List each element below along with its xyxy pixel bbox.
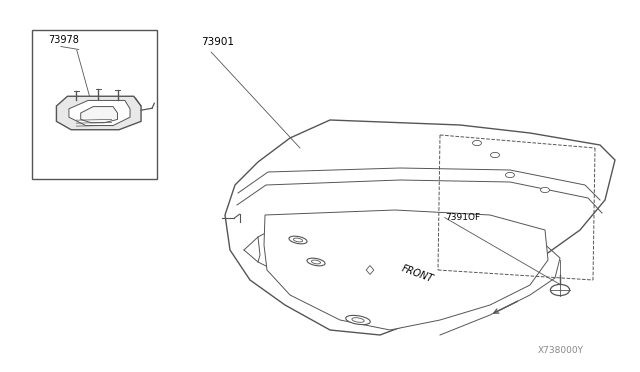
Circle shape xyxy=(506,172,515,177)
Polygon shape xyxy=(69,100,130,126)
Bar xyxy=(32,30,157,179)
Polygon shape xyxy=(81,106,118,123)
Polygon shape xyxy=(56,96,141,130)
Polygon shape xyxy=(366,266,374,275)
Circle shape xyxy=(541,187,550,193)
Circle shape xyxy=(550,285,570,296)
Text: FRONT: FRONT xyxy=(400,264,435,285)
Text: X738000Y: X738000Y xyxy=(538,346,584,355)
Ellipse shape xyxy=(294,238,303,242)
Text: 7391OF: 7391OF xyxy=(445,213,480,222)
Polygon shape xyxy=(264,210,548,330)
Ellipse shape xyxy=(289,236,307,244)
Circle shape xyxy=(490,153,499,158)
Ellipse shape xyxy=(346,315,371,325)
Ellipse shape xyxy=(307,258,325,266)
Text: 73901: 73901 xyxy=(202,36,235,46)
Polygon shape xyxy=(225,120,615,335)
Ellipse shape xyxy=(352,318,364,322)
Text: 73978: 73978 xyxy=(48,35,79,45)
Ellipse shape xyxy=(312,260,321,264)
Circle shape xyxy=(472,140,481,145)
